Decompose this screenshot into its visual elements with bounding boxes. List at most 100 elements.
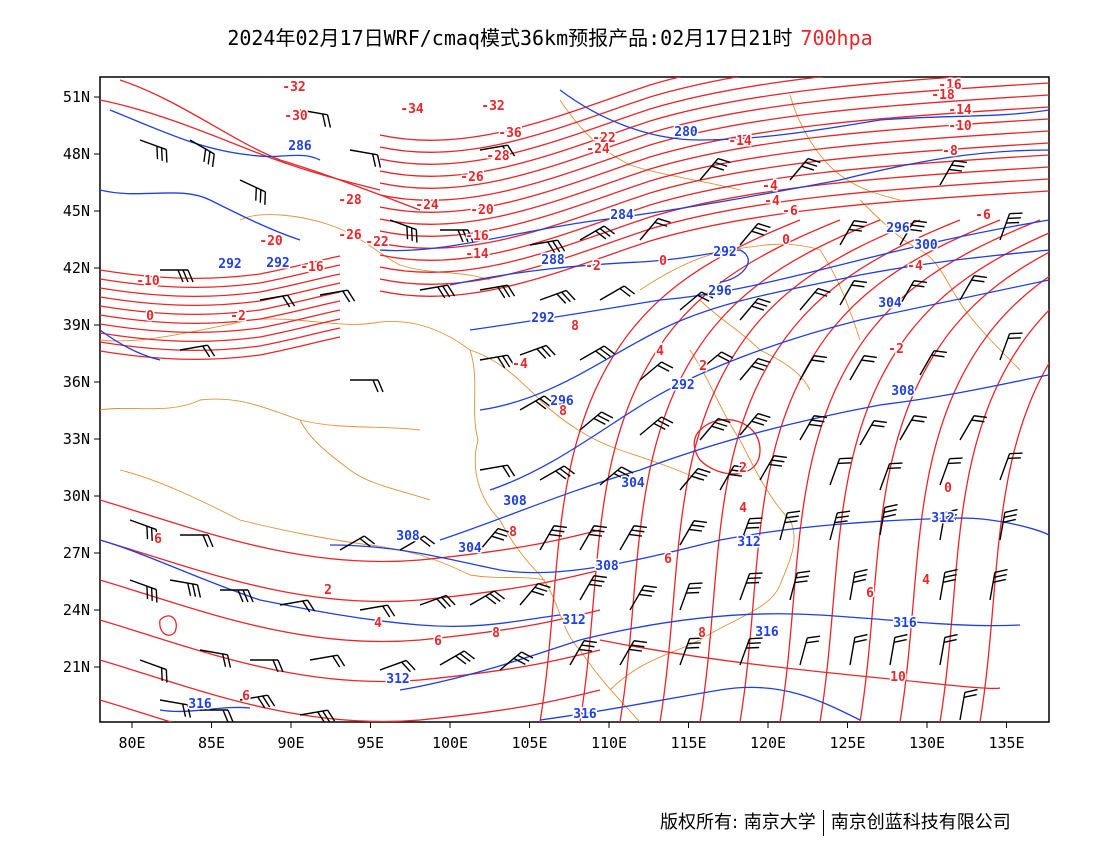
wind-barb [699, 157, 731, 181]
temperature-label: 0 [659, 254, 667, 269]
wind-barb [279, 599, 316, 613]
wind-barb [349, 149, 382, 168]
wind-barb [579, 345, 616, 361]
map-title: 2024年02月17日WRF/cmaq模式36km预报产品:02月17日21时 7… [0, 22, 1100, 51]
temperature-label: -16 [938, 78, 962, 93]
wind-barb [899, 220, 927, 246]
title-main: 2024年02月17日WRF/cmaq模式36km预报产品:02月17日21时 [227, 26, 793, 50]
temperature-label: -22 [592, 131, 615, 146]
height-isoline [469, 219, 1049, 331]
temperature-label: -16 [300, 260, 324, 275]
wind-barb [469, 590, 506, 606]
wind-barb [479, 527, 511, 551]
lon-tick-label: 85E [198, 734, 225, 752]
border-line [469, 349, 701, 481]
wind-barb [679, 467, 711, 491]
wind-barb [889, 633, 908, 666]
height-label: 296 [708, 284, 732, 299]
temperature-label: -24 [586, 142, 610, 157]
wind-barb [199, 649, 232, 668]
temperature-isoline [739, 219, 1001, 722]
wind-barb [739, 572, 763, 601]
footer-right: 南京创蓝科技有限公司 [830, 812, 1011, 833]
temperature-label: -4 [764, 194, 780, 209]
temperature-isoline [619, 219, 881, 722]
temperature-label: -14 [948, 103, 972, 118]
height-label: 308 [891, 384, 915, 399]
temperature-isoline [379, 118, 1049, 226]
wind-barb [739, 357, 771, 381]
temperature-label: -2 [888, 342, 904, 357]
lon-tick-label: 130E [909, 734, 945, 752]
wind-barb [989, 568, 1008, 601]
temperature-label: -10 [948, 119, 972, 134]
temperature-isoline [699, 219, 961, 722]
wind-barb [759, 455, 787, 481]
temperature-isoline [579, 219, 841, 722]
lon-tick-label: 110E [591, 734, 627, 752]
wind-barb [180, 534, 214, 548]
wind-barb [999, 212, 1023, 241]
wind-barb [939, 633, 958, 666]
wind-barb [220, 589, 254, 603]
temperature-label: -22 [365, 235, 388, 250]
temperature-isoline [100, 659, 601, 722]
wind-barb [350, 379, 384, 393]
temperature-isoline [100, 336, 341, 361]
lon-axis: 80E 85E 90E 95E 100E 105E 110E 115E 120E 125E 130E… [118, 722, 1025, 752]
wind-barb [440, 229, 474, 243]
wind-barb [299, 709, 336, 722]
height-label: 304 [621, 476, 645, 491]
footer-left: 版权所有: 南京大学 [660, 812, 816, 833]
lat-tick-label: 36N [63, 373, 90, 391]
temperature-label: -14 [465, 247, 489, 262]
wind-barb [539, 289, 576, 304]
wind-barb [939, 508, 958, 541]
wind-barb [259, 294, 296, 308]
wind-barb [859, 420, 887, 446]
lon-tick-label: 90E [277, 734, 304, 752]
temperature-isoline [379, 82, 1049, 190]
temperature-label: 6 [154, 532, 162, 547]
temperature-isoline [599, 639, 1001, 690]
wind-barb [599, 466, 634, 486]
wind-barb [129, 519, 158, 543]
temperature-isoline [100, 264, 341, 289]
height-label: 316 [755, 625, 779, 640]
temperature-label: 6 [434, 634, 442, 649]
height-label: 316 [573, 707, 597, 722]
wind-barb [699, 417, 731, 441]
temperature-contours [100, 77, 1049, 722]
height-isoline [559, 89, 1049, 141]
lon-tick-label: 120E [750, 734, 786, 752]
wind-barb [959, 688, 978, 721]
temperature-isoline [100, 327, 341, 352]
height-isoline [539, 686, 861, 721]
wind-barb [479, 354, 516, 369]
lat-tick-label: 27N [63, 544, 90, 562]
wind-barb [479, 464, 516, 478]
temperature-isoline [939, 309, 1049, 722]
temperature-isoline [159, 615, 177, 636]
temperature-label: 4 [739, 501, 747, 516]
wind-barb [579, 525, 607, 551]
temperature-label: -30 [284, 109, 308, 124]
title-level: 700hpa [800, 26, 873, 50]
temperature-isoline [379, 190, 1049, 298]
lat-tick-label: 48N [63, 145, 90, 163]
temperature-isoline [100, 619, 601, 683]
wind-barb [639, 361, 674, 381]
temperature-label: 6 [866, 586, 874, 601]
wind-barb [679, 520, 707, 546]
wind-barb [999, 508, 1018, 541]
border-line [789, 94, 901, 201]
map-frame [99, 76, 1050, 723]
temperature-label: -36 [498, 126, 522, 141]
lat-tick-label: 33N [63, 430, 90, 448]
temperature-isoline [899, 275, 1049, 722]
height-label: 292 [266, 256, 289, 271]
height-label: 300 [914, 238, 938, 253]
wind-barb [919, 350, 947, 376]
temperature-isoline [819, 232, 1049, 722]
